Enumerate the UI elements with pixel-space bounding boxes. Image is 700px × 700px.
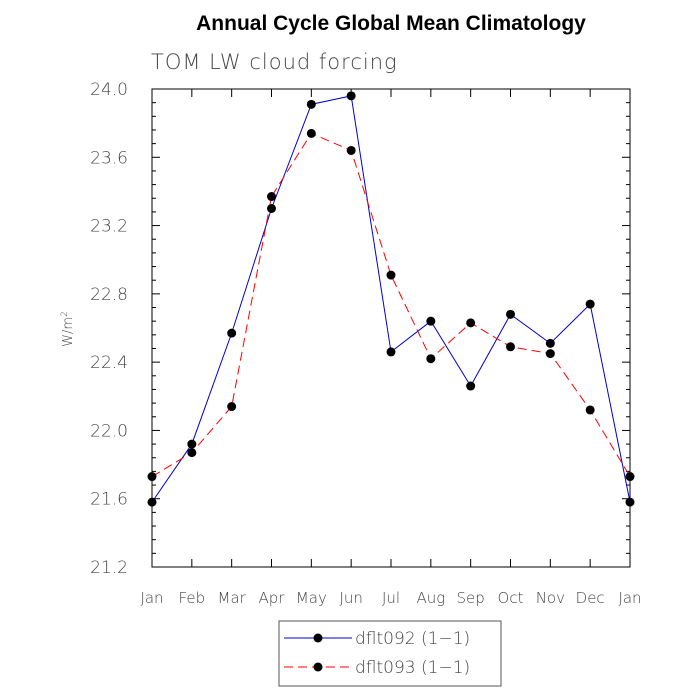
data-point	[267, 204, 276, 213]
data-point	[306, 99, 316, 109]
x-tick-label: Oct	[498, 589, 524, 607]
data-point	[466, 381, 476, 391]
data-point	[346, 145, 356, 155]
plot-frame	[151, 88, 631, 568]
legend-item-1: dflt092 (1−1)	[284, 629, 470, 649]
y-tick-label: 22.8	[90, 285, 128, 305]
legend-marker-1	[313, 633, 323, 643]
legend-label-2: dflt093 (1−1)	[355, 658, 470, 678]
legend: dflt092 (1−1) dflt093 (1−1)	[278, 620, 502, 687]
x-tick-label: Jul	[382, 589, 400, 607]
data-point	[585, 405, 595, 415]
data-point	[187, 439, 197, 449]
x-tick-label: May	[296, 589, 327, 607]
x-tick-label: Jan	[618, 589, 641, 607]
data-point	[386, 347, 396, 357]
data-point	[506, 309, 515, 319]
legend-box	[278, 620, 502, 687]
data-point	[466, 318, 476, 328]
data-point	[346, 91, 356, 101]
y-axis-label-superscript: 2	[60, 311, 70, 317]
data-point	[585, 299, 595, 309]
series-lines	[151, 95, 631, 503]
y-tick-label: 22.4	[90, 353, 128, 373]
y-tick-label: 22.0	[90, 421, 128, 441]
series-line	[151, 132, 631, 477]
x-tick-label: Feb	[179, 589, 206, 607]
series-line	[151, 95, 631, 503]
data-point	[386, 270, 396, 280]
x-tick-label: Aug	[416, 589, 445, 607]
axis-ticks	[151, 88, 631, 568]
legend-marker-2	[313, 662, 323, 672]
tick-labels: 21.2 21.6 22.0 22.4 22.8 23.2 23.6 24.0 Jan Feb Ma…	[90, 80, 641, 607]
data-point	[227, 402, 237, 412]
series-points	[147, 91, 635, 507]
data-point	[306, 128, 316, 138]
y-tick-label: 23.6	[90, 148, 128, 168]
data-point	[545, 349, 555, 359]
data-point	[506, 342, 515, 352]
legend-label-1: dflt092 (1−1)	[355, 629, 470, 649]
y-tick-label: 21.2	[90, 558, 128, 578]
data-point	[426, 354, 436, 364]
data-point	[187, 448, 197, 458]
data-point	[227, 328, 237, 338]
y-tick-label: 23.2	[90, 217, 128, 237]
svg-text:W/m2: W/m2	[60, 311, 76, 347]
x-tick-label: Jun	[339, 589, 362, 607]
y-axis-label: W/m2	[60, 311, 76, 347]
data-point	[426, 316, 436, 326]
y-tick-label: 24.0	[90, 80, 128, 100]
x-tick-label: Nov	[536, 589, 565, 607]
legend-item-2: dflt093 (1−1)	[284, 658, 470, 678]
data-point	[267, 192, 276, 202]
y-axis-label-text: W/m	[61, 317, 76, 347]
x-tick-label: Jan	[140, 589, 163, 607]
chart-title: Annual Cycle Global Mean Climatology	[196, 12, 586, 35]
x-tick-label: Apr	[259, 589, 286, 607]
x-tick-label: Sep	[457, 589, 485, 607]
y-tick-label: 21.6	[90, 490, 128, 510]
chart-subtitle: TOM LW cloud forcing	[151, 50, 398, 74]
data-point	[545, 338, 555, 348]
x-tick-label: Mar	[218, 589, 247, 607]
x-tick-label: Dec	[576, 589, 605, 607]
